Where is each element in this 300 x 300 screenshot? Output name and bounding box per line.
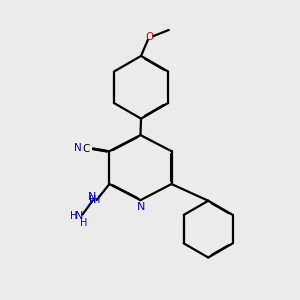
Text: N: N <box>137 202 145 212</box>
Text: H: H <box>89 195 97 205</box>
Text: H: H <box>80 218 87 228</box>
Text: O: O <box>145 32 154 42</box>
Text: C: C <box>83 144 90 154</box>
Text: N: N <box>88 192 97 202</box>
Text: H: H <box>70 211 78 221</box>
Text: N: N <box>75 211 83 221</box>
Text: N: N <box>74 143 82 153</box>
Text: H: H <box>94 195 101 205</box>
